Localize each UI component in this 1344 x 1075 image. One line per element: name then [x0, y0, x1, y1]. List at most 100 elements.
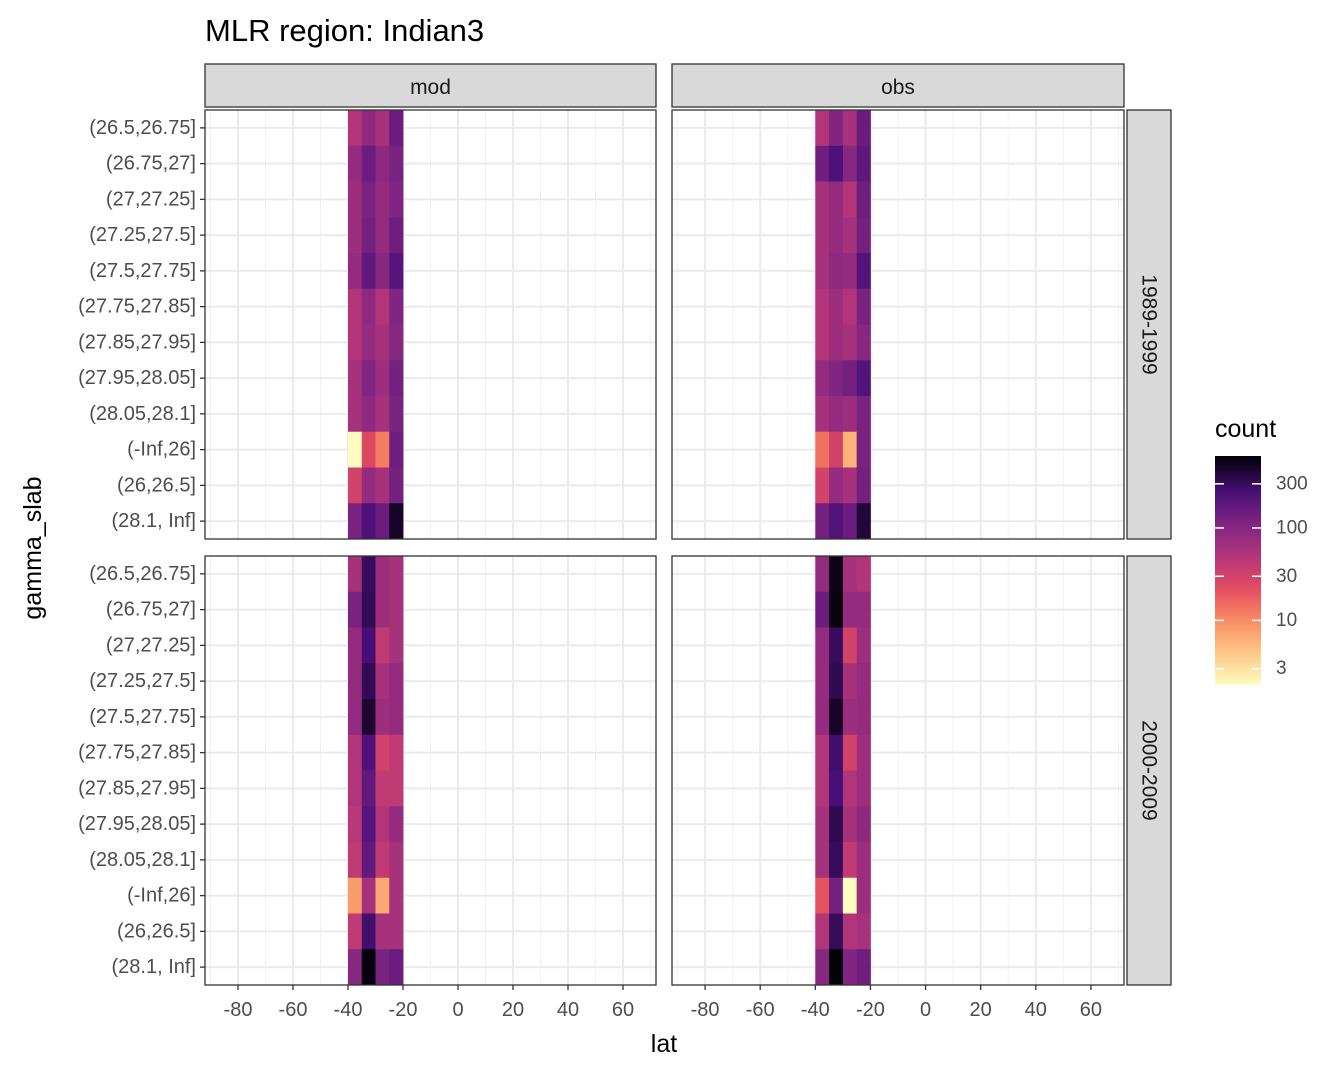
heatmap-tile — [856, 663, 871, 700]
heatmap-tile — [348, 288, 363, 325]
panel-border — [204, 555, 657, 986]
heatmap-tile — [856, 699, 871, 736]
heatmap-tile — [375, 806, 390, 843]
heatmap-tile — [389, 110, 404, 147]
heatmap-tile — [361, 503, 376, 540]
heatmap-tile — [856, 253, 871, 290]
heatmap-tile — [856, 467, 871, 504]
heatmap-tile — [842, 842, 858, 879]
heatmap-tile — [842, 913, 858, 950]
heatmap-tile — [829, 431, 844, 468]
heatmap-tile — [829, 877, 844, 914]
heatmap-tile — [348, 627, 363, 664]
y-tick-label: (27,27.25] — [106, 188, 196, 210]
heatmap-tile — [829, 324, 844, 361]
colorbar-label: 100 — [1276, 517, 1308, 538]
y-tick-label: (27.85,27.95] — [78, 331, 196, 353]
heatmap-tile — [842, 145, 858, 182]
panel-obs-1989-1999 — [671, 109, 1125, 540]
heatmap-tile — [856, 145, 871, 182]
heatmap-tile — [815, 360, 830, 397]
y-tick-label: (27.25,27.5] — [89, 224, 196, 246]
x-tick-label: -80 — [691, 999, 720, 1021]
heatmap-tile — [829, 396, 844, 433]
heatmap-tile — [375, 699, 390, 736]
heatmap-tile — [815, 842, 830, 879]
chart-title: MLR region: Indian3 — [205, 13, 484, 48]
heatmap-tile — [842, 556, 858, 593]
y-tick-label: (26,26.5] — [117, 474, 196, 496]
heatmap-tile — [856, 181, 871, 218]
heatmap-tile — [375, 877, 390, 914]
heatmap-tile — [375, 913, 390, 950]
heatmap-tile — [842, 360, 858, 397]
heatmap-tile — [361, 217, 376, 254]
panel-obs-2000-2009: -80 -60 -40 -20 0 20 40 60 — [671, 555, 1125, 1021]
heatmap-tile — [389, 842, 404, 879]
heatmap-tile — [829, 253, 844, 290]
heatmap-tile — [829, 734, 844, 771]
heatmap-tile — [389, 556, 404, 593]
y-tick-label: (26,26.5] — [117, 920, 196, 942]
heatmap-tile — [361, 145, 376, 182]
panel-border — [204, 109, 657, 540]
heatmap-tile — [842, 663, 858, 700]
heatmap-tile — [829, 949, 844, 986]
heatmap-tile — [829, 806, 844, 843]
heatmap-tile — [815, 467, 830, 504]
heatmap-tile — [389, 734, 404, 771]
heatmap-tile — [375, 396, 390, 433]
heatmap-tile — [348, 145, 363, 182]
heatmap-tile — [348, 699, 363, 736]
heatmap-tile — [829, 770, 844, 807]
heatmap-tile — [375, 770, 390, 807]
heatmap-tile — [842, 699, 858, 736]
heatmap-tile — [375, 842, 390, 879]
heatmap-tile — [348, 181, 363, 218]
x-tick-label: 60 — [1080, 999, 1102, 1021]
heatmap-tile — [842, 396, 858, 433]
heatmap-tile — [348, 842, 363, 879]
heatmap-tile — [389, 396, 404, 433]
heatmap-tile — [815, 949, 830, 986]
y-tick-label: (27.75,27.85] — [78, 296, 196, 318]
heatmap-tile — [389, 181, 404, 218]
x-tick-label: -20 — [389, 999, 418, 1021]
heatmap-tile — [361, 877, 376, 914]
x-tick-label: -40 — [334, 999, 363, 1021]
heatmap-tile — [375, 217, 390, 254]
heatmap-tile — [815, 145, 830, 182]
heatmap-tile — [361, 556, 376, 593]
heatmap-tile — [361, 949, 376, 986]
heatmap-tile — [856, 431, 871, 468]
heatmap-tile — [815, 699, 830, 736]
heatmap-tile — [375, 431, 390, 468]
y-tick-label: (26.75,27] — [106, 599, 196, 621]
x-tick-label: 20 — [970, 999, 992, 1021]
heatmap-tile — [389, 324, 404, 361]
heatmap-tile — [829, 842, 844, 879]
heatmap-tile — [815, 217, 830, 254]
heatmap-tile — [348, 591, 363, 628]
panel-border — [671, 555, 1125, 986]
heatmap-tile — [815, 253, 830, 290]
color-legend: count 3 10 30 100 300 — [1215, 415, 1308, 685]
y-tick-label: (26.5,26.75] — [89, 117, 196, 139]
y-tick-label: (28.1, Inf] — [112, 956, 197, 978]
heatmap-tile — [829, 467, 844, 504]
heatmap-tile — [842, 591, 858, 628]
y-tick-label: (26.5,26.75] — [89, 563, 196, 585]
colorbar-label: 30 — [1276, 566, 1297, 587]
heatmap-tile — [389, 288, 404, 325]
heatmap-tile — [856, 913, 871, 950]
heatmap-tile — [389, 949, 404, 986]
heatmap-tile — [389, 806, 404, 843]
heatmap-tile — [856, 591, 871, 628]
heatmap-tile — [829, 217, 844, 254]
heatmap-tile — [842, 627, 858, 664]
x-tick-label: 20 — [502, 999, 524, 1021]
heatmap-tile — [389, 627, 404, 664]
heatmap-tile — [375, 949, 390, 986]
heatmap-tile — [842, 734, 858, 771]
